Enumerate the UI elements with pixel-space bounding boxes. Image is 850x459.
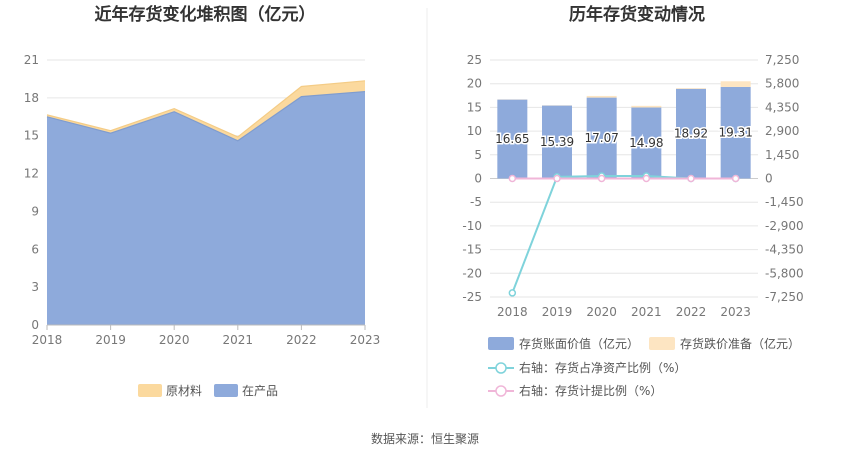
y-tick-label: 10 bbox=[467, 124, 482, 138]
x-tick-label: 2023 bbox=[350, 333, 381, 347]
y-tick-label: 15 bbox=[467, 100, 482, 114]
bar-impairment-reserve bbox=[676, 88, 706, 89]
line-point bbox=[553, 174, 561, 183]
x-tick-label: 2018 bbox=[497, 305, 528, 319]
left-area-chart: 0 3 6 9 12 15 18 21 2018 2019 2020 2021 2022 2023 原材料 在… bbox=[24, 53, 381, 398]
legend-marker bbox=[495, 385, 507, 397]
area-line-wip bbox=[46, 90, 366, 142]
x-tick-label: 2019 bbox=[95, 333, 126, 347]
right-chart-title: 历年存货变动情况 bbox=[569, 4, 705, 25]
bar-impairment-reserve bbox=[586, 95, 617, 98]
bar-book-value bbox=[720, 86, 751, 179]
x-tick-label: 2018 bbox=[32, 333, 63, 347]
legend-swatch bbox=[488, 337, 514, 350]
legend-swatch bbox=[214, 384, 238, 397]
x-tick-label: 2022 bbox=[286, 333, 317, 347]
bar-data-label: 19.31 bbox=[718, 126, 752, 140]
bar-data-label: 15.39 bbox=[540, 135, 574, 149]
legend-marker bbox=[495, 362, 507, 374]
y2-tick-label: -2,900 bbox=[765, 219, 804, 233]
bar-data-label: 14.98 bbox=[629, 136, 663, 150]
legend-label: 存货账面价值（亿元） bbox=[519, 336, 639, 351]
y2-tick-label: 5,800 bbox=[765, 77, 799, 91]
y-tick-label: -20 bbox=[462, 266, 482, 280]
y2-tick-label: 7,250 bbox=[765, 53, 799, 67]
bar-book-value bbox=[631, 107, 662, 179]
y-tick-label: -25 bbox=[462, 290, 482, 304]
bar-data-label: 17.07 bbox=[584, 131, 618, 145]
legend-label: 存货跌价准备（亿元） bbox=[680, 336, 800, 351]
y2-tick-label: -5,800 bbox=[765, 266, 804, 280]
source-note: 数据来源：恒生聚源 bbox=[371, 431, 479, 446]
y2-tick-label: -1,450 bbox=[765, 195, 804, 209]
y2-tick-label: 2,900 bbox=[765, 124, 799, 138]
line-point bbox=[508, 174, 517, 183]
y-tick-label: 9 bbox=[31, 204, 39, 218]
legend-label: 原材料 bbox=[166, 384, 202, 398]
line-point bbox=[642, 174, 651, 183]
y-tick-label: 3 bbox=[31, 280, 39, 294]
bar-impairment-reserve bbox=[631, 105, 662, 108]
left-chart-title: 近年存货变化堆积图（亿元） bbox=[95, 4, 316, 25]
y-tick-label: 20 bbox=[467, 77, 482, 91]
y-tick-label: 18 bbox=[24, 91, 39, 105]
x-tick-label: 2023 bbox=[720, 305, 751, 319]
y2-tick-label: -7,250 bbox=[765, 290, 804, 304]
y-tick-label: 0 bbox=[474, 172, 482, 186]
y-tick-label: -15 bbox=[462, 243, 482, 257]
y-tick-label: -5 bbox=[470, 195, 482, 209]
y-tick-label: 25 bbox=[467, 53, 482, 67]
line-point bbox=[597, 174, 606, 183]
legend-label: 右轴：存货计提比例（%） bbox=[519, 383, 662, 398]
y2-tick-label: -4,350 bbox=[765, 243, 804, 257]
y-tick-label: -10 bbox=[462, 219, 482, 233]
x-tick-label: 2021 bbox=[631, 305, 662, 319]
y-tick-label: 5 bbox=[474, 148, 482, 162]
y2-tick-label: 4,350 bbox=[765, 100, 799, 114]
right-combo-chart: 25 20 15 10 5 0 -5 -10 -15 -20 -25 7,250 5,800 4,350 2… bbox=[462, 53, 803, 398]
y2-tick-label: 0 bbox=[765, 172, 773, 186]
line-inventory-net-asset-ratio bbox=[511, 175, 736, 294]
y-tick-label: 12 bbox=[24, 167, 39, 181]
x-tick-label: 2022 bbox=[676, 305, 707, 319]
bar-book-value bbox=[676, 88, 706, 179]
x-tick-label: 2021 bbox=[223, 333, 254, 347]
y-tick-label: 0 bbox=[31, 318, 39, 332]
x-tick-label: 2020 bbox=[159, 333, 190, 347]
area-line-raw bbox=[46, 80, 366, 138]
bar-data-label: 18.92 bbox=[674, 127, 708, 141]
bar-book-value bbox=[586, 97, 617, 179]
x-tick-label: 2019 bbox=[542, 305, 573, 319]
legend-swatch bbox=[138, 384, 162, 397]
bar-impairment-reserve bbox=[720, 81, 751, 87]
x-tick-label: 2020 bbox=[586, 305, 617, 319]
y-tick-label: 21 bbox=[24, 53, 39, 67]
bar-book-value bbox=[497, 99, 528, 179]
y-tick-label: 6 bbox=[31, 242, 39, 256]
y2-tick-label: 1,450 bbox=[765, 148, 799, 162]
legend-swatch bbox=[649, 337, 675, 350]
legend-label: 在产品 bbox=[242, 384, 278, 398]
bar-data-label: 16.65 bbox=[495, 132, 529, 146]
area-series-work-in-progress bbox=[47, 91, 365, 325]
line-point bbox=[508, 289, 517, 297]
bar-book-value bbox=[542, 105, 572, 179]
legend-label: 右轴：存货占净资产比例（%） bbox=[519, 360, 686, 375]
line-point bbox=[731, 174, 740, 183]
line-point bbox=[687, 174, 695, 183]
y-tick-label: 15 bbox=[24, 129, 39, 143]
